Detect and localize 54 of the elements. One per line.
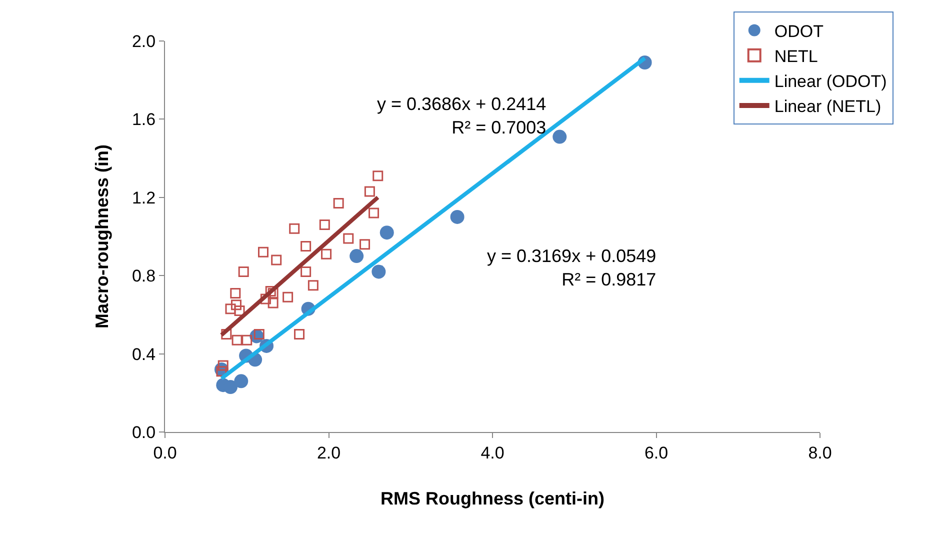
y-tick-label: 0.8 <box>132 266 156 286</box>
y-axis-title: Macro-roughness (in) <box>92 144 112 329</box>
point <box>294 329 305 340</box>
point <box>221 329 232 340</box>
legend-label: NETL <box>774 46 818 66</box>
point <box>282 292 294 302</box>
annotation: y = 0.3169x + 0.0549 R² = 0.9817 <box>487 246 656 290</box>
point <box>218 360 228 371</box>
point <box>268 298 278 308</box>
point <box>368 208 380 218</box>
point <box>300 241 312 252</box>
x-axis-title: RMS Roughness (centi-in) <box>380 488 605 508</box>
point <box>258 246 268 258</box>
point <box>350 249 364 264</box>
point <box>234 374 248 388</box>
point <box>224 380 238 394</box>
point <box>234 306 245 316</box>
annotation: y = 0.3686x + 0.2414 R² = 0.7003 <box>377 94 546 138</box>
point <box>364 186 375 197</box>
point <box>225 304 236 314</box>
point <box>254 329 264 340</box>
point <box>232 334 242 346</box>
y-tick-label: 2.0 <box>132 32 156 51</box>
point <box>289 223 300 234</box>
point <box>321 248 332 260</box>
point <box>343 233 354 244</box>
legend-label: Linear (NETL) <box>774 97 882 116</box>
point <box>380 226 394 240</box>
point <box>333 198 344 209</box>
point <box>319 220 330 230</box>
x-tick-label: 2.0 <box>316 443 341 462</box>
point <box>242 334 252 346</box>
point <box>260 294 271 304</box>
legend-label: Linear (ODOT) <box>774 72 887 92</box>
y-tick-label: 1.2 <box>132 188 156 208</box>
point <box>372 170 384 182</box>
point <box>360 239 370 250</box>
point <box>271 254 282 266</box>
point <box>238 266 249 277</box>
y-tick-label: 0.0 <box>132 422 156 442</box>
point <box>230 300 242 310</box>
point <box>308 280 318 291</box>
y-tick-label: 1.6 <box>132 110 156 130</box>
x-tick-label: 8.0 <box>808 443 832 462</box>
point <box>230 288 241 298</box>
legend-label: ODOT <box>774 22 824 41</box>
x-tick-label: 4.0 <box>480 443 504 462</box>
x-tick-label: 6.0 <box>644 443 668 462</box>
point <box>450 210 464 224</box>
x-tick-label: 0.0 <box>153 443 177 462</box>
point <box>552 130 567 144</box>
y-tick-label: 0.4 <box>132 344 156 364</box>
point <box>372 264 386 279</box>
point <box>300 266 312 277</box>
